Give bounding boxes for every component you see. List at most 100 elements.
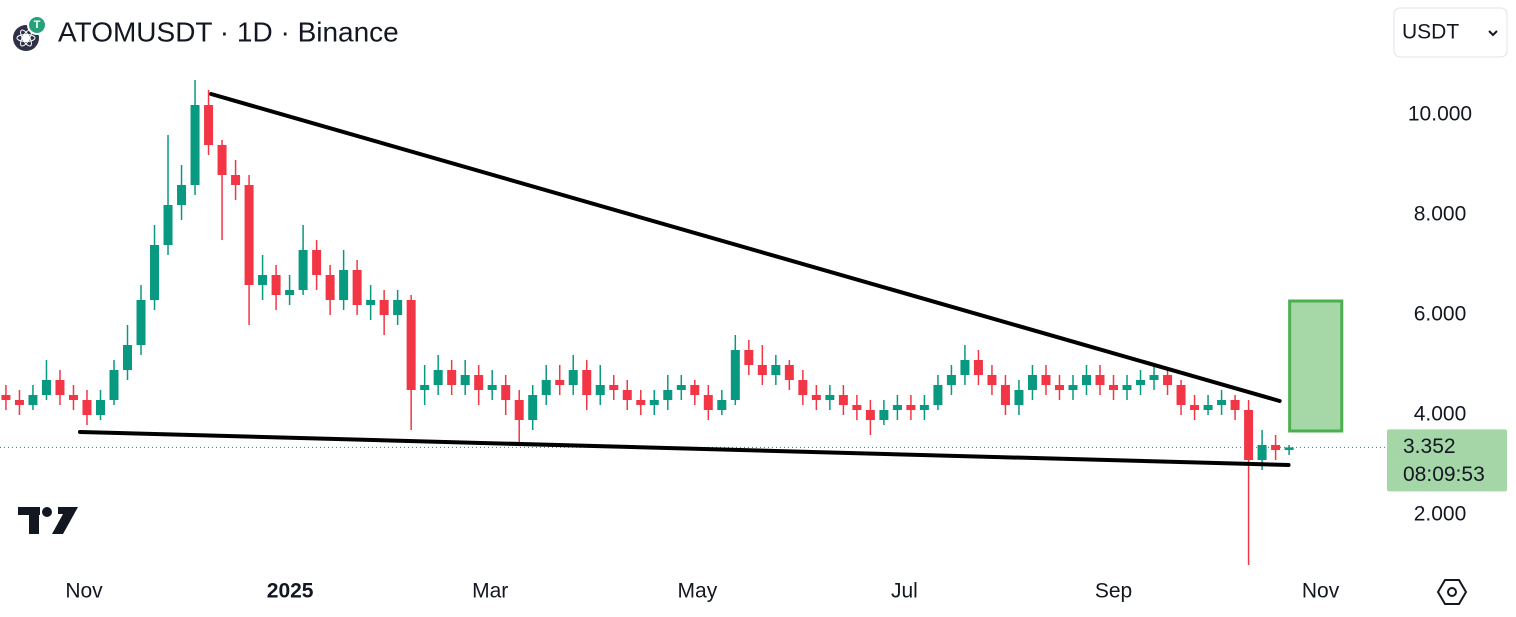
candle-body: [730, 350, 740, 400]
candle-body: [690, 385, 700, 395]
candle-body: [123, 345, 133, 370]
candle-body: [595, 385, 605, 395]
y-tick-label: 10.000: [1408, 103, 1472, 126]
target-box: [1288, 299, 1344, 433]
candle-body: [1230, 400, 1240, 410]
candle-body: [1149, 375, 1159, 380]
candle-body: [366, 300, 376, 305]
x-tick-label: Nov: [1302, 580, 1340, 603]
trendline: [209, 92, 1282, 403]
candle-body: [771, 365, 781, 375]
candle-body: [460, 375, 470, 385]
candle-body: [609, 385, 619, 390]
tradingview-logo[interactable]: [18, 507, 78, 534]
candle-body: [933, 385, 943, 405]
candle-body: [339, 270, 349, 300]
candle-body: [1109, 385, 1119, 390]
candle-body: [541, 380, 551, 395]
candle-body: [1068, 385, 1078, 390]
candle-body: [1027, 375, 1037, 390]
candle-body: [811, 395, 821, 400]
y-tick-label: 4.000: [1414, 403, 1467, 426]
candle-body: [649, 400, 659, 405]
candle-body: [946, 375, 956, 385]
candle-body: [1176, 385, 1186, 405]
candle-body: [1136, 380, 1146, 385]
y-tick-label: 6.000: [1414, 303, 1467, 326]
candle-body: [325, 275, 335, 300]
countdown-label: 08:09:53: [1403, 463, 1485, 486]
candle-body: [1217, 400, 1227, 405]
candle-body: [703, 395, 713, 410]
trendline: [77, 430, 1291, 467]
candle-body: [555, 380, 565, 385]
candle-body: [865, 410, 875, 420]
candle-body: [55, 380, 65, 395]
candle-body: [501, 385, 511, 400]
candle-body: [676, 385, 686, 390]
y-tick-label: 8.000: [1414, 203, 1467, 226]
candle-body: [258, 275, 268, 285]
candle-body: [622, 390, 632, 400]
candle-body: [150, 245, 160, 300]
candle-body: [906, 405, 916, 410]
candle-body: [582, 370, 592, 395]
candle-body: [744, 350, 754, 365]
candle-body: [1284, 447, 1294, 450]
candle-body: [717, 400, 727, 410]
candle-body: [852, 405, 862, 410]
x-tick-label: May: [678, 580, 718, 603]
candle-body: [663, 390, 673, 400]
candle-body: [1244, 410, 1254, 460]
candle-body: [109, 370, 119, 400]
candle-body: [204, 105, 214, 145]
candle-body: [163, 205, 173, 245]
candle-body: [298, 250, 308, 290]
last-price-label: 3.352: [1403, 435, 1456, 458]
candle-body: [1, 395, 11, 400]
candle-body: [379, 300, 389, 315]
candle-body: [1257, 445, 1267, 460]
candle-body: [487, 385, 497, 390]
candle-body: [474, 375, 484, 390]
candle-body: [14, 400, 24, 405]
candle-body: [825, 395, 835, 400]
candle-body: [244, 185, 254, 285]
candle-body: [757, 365, 767, 375]
candle-body: [285, 290, 295, 295]
x-tick-label: Mar: [472, 580, 508, 603]
candle-body: [973, 360, 983, 375]
x-tick-label: Nov: [65, 580, 103, 603]
candle-body: [136, 300, 146, 345]
chart-title: ATOMUSDT · 1D · Binance: [58, 16, 399, 47]
candle-body: [1203, 405, 1213, 410]
candle-body: [271, 275, 281, 295]
symbol-logo: T: [13, 15, 47, 51]
candle-body: [1190, 405, 1200, 410]
candle-body: [1081, 375, 1091, 385]
candle-body: [987, 375, 997, 385]
last-price-badge: [1387, 429, 1507, 492]
settings-button[interactable]: [1436, 579, 1468, 605]
candle-body: [1271, 445, 1281, 450]
x-tick-label: Sep: [1095, 580, 1132, 603]
currency-selector[interactable]: USDT: [1393, 7, 1508, 58]
candle-body: [514, 400, 524, 420]
candle-body: [1000, 385, 1010, 405]
candle-body: [352, 270, 362, 305]
candle-body: [28, 395, 38, 405]
candle-body: [1054, 385, 1064, 390]
candle-body: [919, 405, 929, 410]
candle-body: [1122, 385, 1132, 390]
candle-body: [41, 380, 51, 395]
candle-body: [406, 300, 416, 390]
candle-body: [784, 365, 794, 380]
candle-body: [95, 400, 105, 415]
candle-body: [217, 145, 227, 175]
candle-body: [190, 105, 200, 185]
candle-body: [420, 385, 430, 390]
candle-body: [1041, 375, 1051, 385]
candle-body: [528, 395, 538, 420]
candle-body: [798, 380, 808, 395]
